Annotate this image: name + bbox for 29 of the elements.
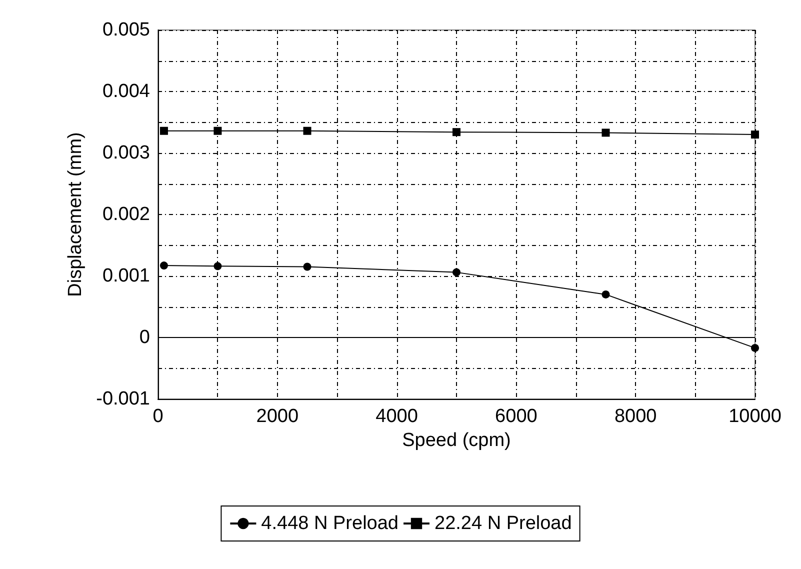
point bbox=[602, 128, 610, 137]
point bbox=[602, 290, 610, 298]
legend-label: 4.448 N Preload bbox=[261, 513, 399, 534]
x-tick-label: 4000 bbox=[376, 406, 418, 427]
point bbox=[303, 126, 312, 135]
point bbox=[751, 344, 759, 352]
x-tick-label: 10000 bbox=[728, 406, 782, 427]
x-tick-label: 6000 bbox=[495, 406, 538, 427]
x-tick-label: 8000 bbox=[614, 406, 657, 427]
y-tick-label: 0 bbox=[139, 327, 150, 348]
point bbox=[751, 130, 759, 139]
x-tick-label: 2000 bbox=[256, 406, 299, 427]
point bbox=[160, 126, 168, 135]
y-axis-title: Displacement (mm) bbox=[65, 132, 86, 297]
point bbox=[452, 268, 460, 276]
point bbox=[214, 262, 222, 270]
x-axis-title: Speed (cpm) bbox=[402, 430, 511, 451]
point bbox=[160, 262, 168, 270]
y-tick-label: 0.005 bbox=[102, 20, 150, 40]
y-tick-label: 0.002 bbox=[102, 204, 150, 225]
y-tick-label: 0.004 bbox=[102, 81, 150, 102]
x-tick-label: 0 bbox=[152, 406, 164, 427]
y-tick-label: -0.001 bbox=[96, 388, 150, 410]
point bbox=[303, 262, 312, 271]
point bbox=[452, 128, 460, 136]
y-tick-label: 0.001 bbox=[102, 266, 150, 286]
y-tick-label: 0.003 bbox=[102, 142, 150, 164]
point bbox=[214, 126, 222, 135]
legend-label: 22.24 N Preload bbox=[434, 513, 572, 534]
